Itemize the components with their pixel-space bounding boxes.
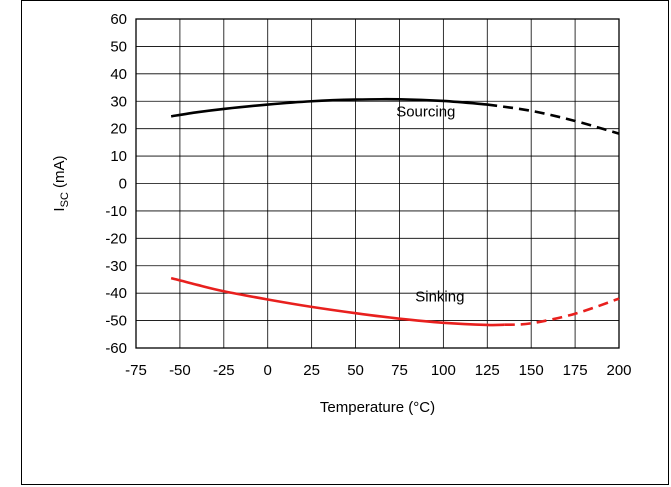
y-tick-label: 0 — [119, 176, 127, 193]
y-tick-label: -60 — [105, 340, 127, 357]
x-tick-label: 200 — [606, 362, 631, 379]
y-axis-label: ISC (mA) — [51, 155, 71, 211]
y-tick-label: 40 — [110, 66, 127, 83]
series-labels: Sourcing Sinking — [396, 103, 464, 305]
x-tick-label: 25 — [303, 362, 320, 379]
y-tick-label: 20 — [110, 121, 127, 138]
x-tick-label: 75 — [391, 362, 408, 379]
y-axis-label-unit: (mA) — [51, 155, 68, 192]
series-sinking-dashed-line — [504, 297, 620, 326]
y-tick-label: 50 — [110, 38, 127, 55]
x-tick-label: -75 — [125, 362, 147, 379]
y-tick-label: -50 — [105, 313, 127, 330]
x-axis-label: Temperature (°C) — [320, 399, 435, 416]
y-tick-label: 60 — [110, 11, 127, 28]
series-sourcing-solid-line — [170, 97, 488, 118]
gridlines — [135, 18, 620, 349]
x-tick-label: -25 — [213, 362, 235, 379]
series-label-sourcing: Sourcing — [396, 103, 455, 120]
y-tick-label: 10 — [110, 148, 127, 165]
y-tick-label: -20 — [105, 230, 127, 247]
y-tick-label: 30 — [110, 93, 127, 110]
y-tick-labels: 60 50 40 30 20 10 0 -10 -20 -30 -40 -50 -60 — [105, 11, 127, 357]
series-sinking-solid-line — [170, 276, 505, 327]
x-tick-label: 175 — [563, 362, 588, 379]
x-tick-label: -50 — [169, 362, 191, 379]
y-tick-label: -10 — [105, 203, 127, 220]
series-lines — [170, 97, 620, 327]
x-tick-label: 0 — [264, 362, 272, 379]
chart-svg: -75 -50 -25 0 25 50 75 100 125 150 175 200 60504030… — [51, 11, 632, 416]
y-tick-label: -40 — [105, 285, 127, 302]
x-tick-label: 150 — [519, 362, 544, 379]
series-sourcing-dashed-line — [487, 103, 620, 135]
x-tick-label: 125 — [475, 362, 500, 379]
series-label-sinking: Sinking — [415, 288, 464, 305]
x-tick-labels: -75 -50 -25 0 25 50 75 100 125 150 175 200 — [125, 362, 631, 379]
x-tick-label: 100 — [431, 362, 456, 379]
y-tick-label: -30 — [105, 258, 127, 275]
x-tick-label: 50 — [347, 362, 364, 379]
y-axis-label-subscript: SC — [59, 192, 71, 207]
chart-frame: -75 -50 -25 0 25 50 75 100 125 150 175 200 60 50 40 30… — [21, 0, 669, 485]
y-axis-label-main: I — [51, 207, 68, 211]
